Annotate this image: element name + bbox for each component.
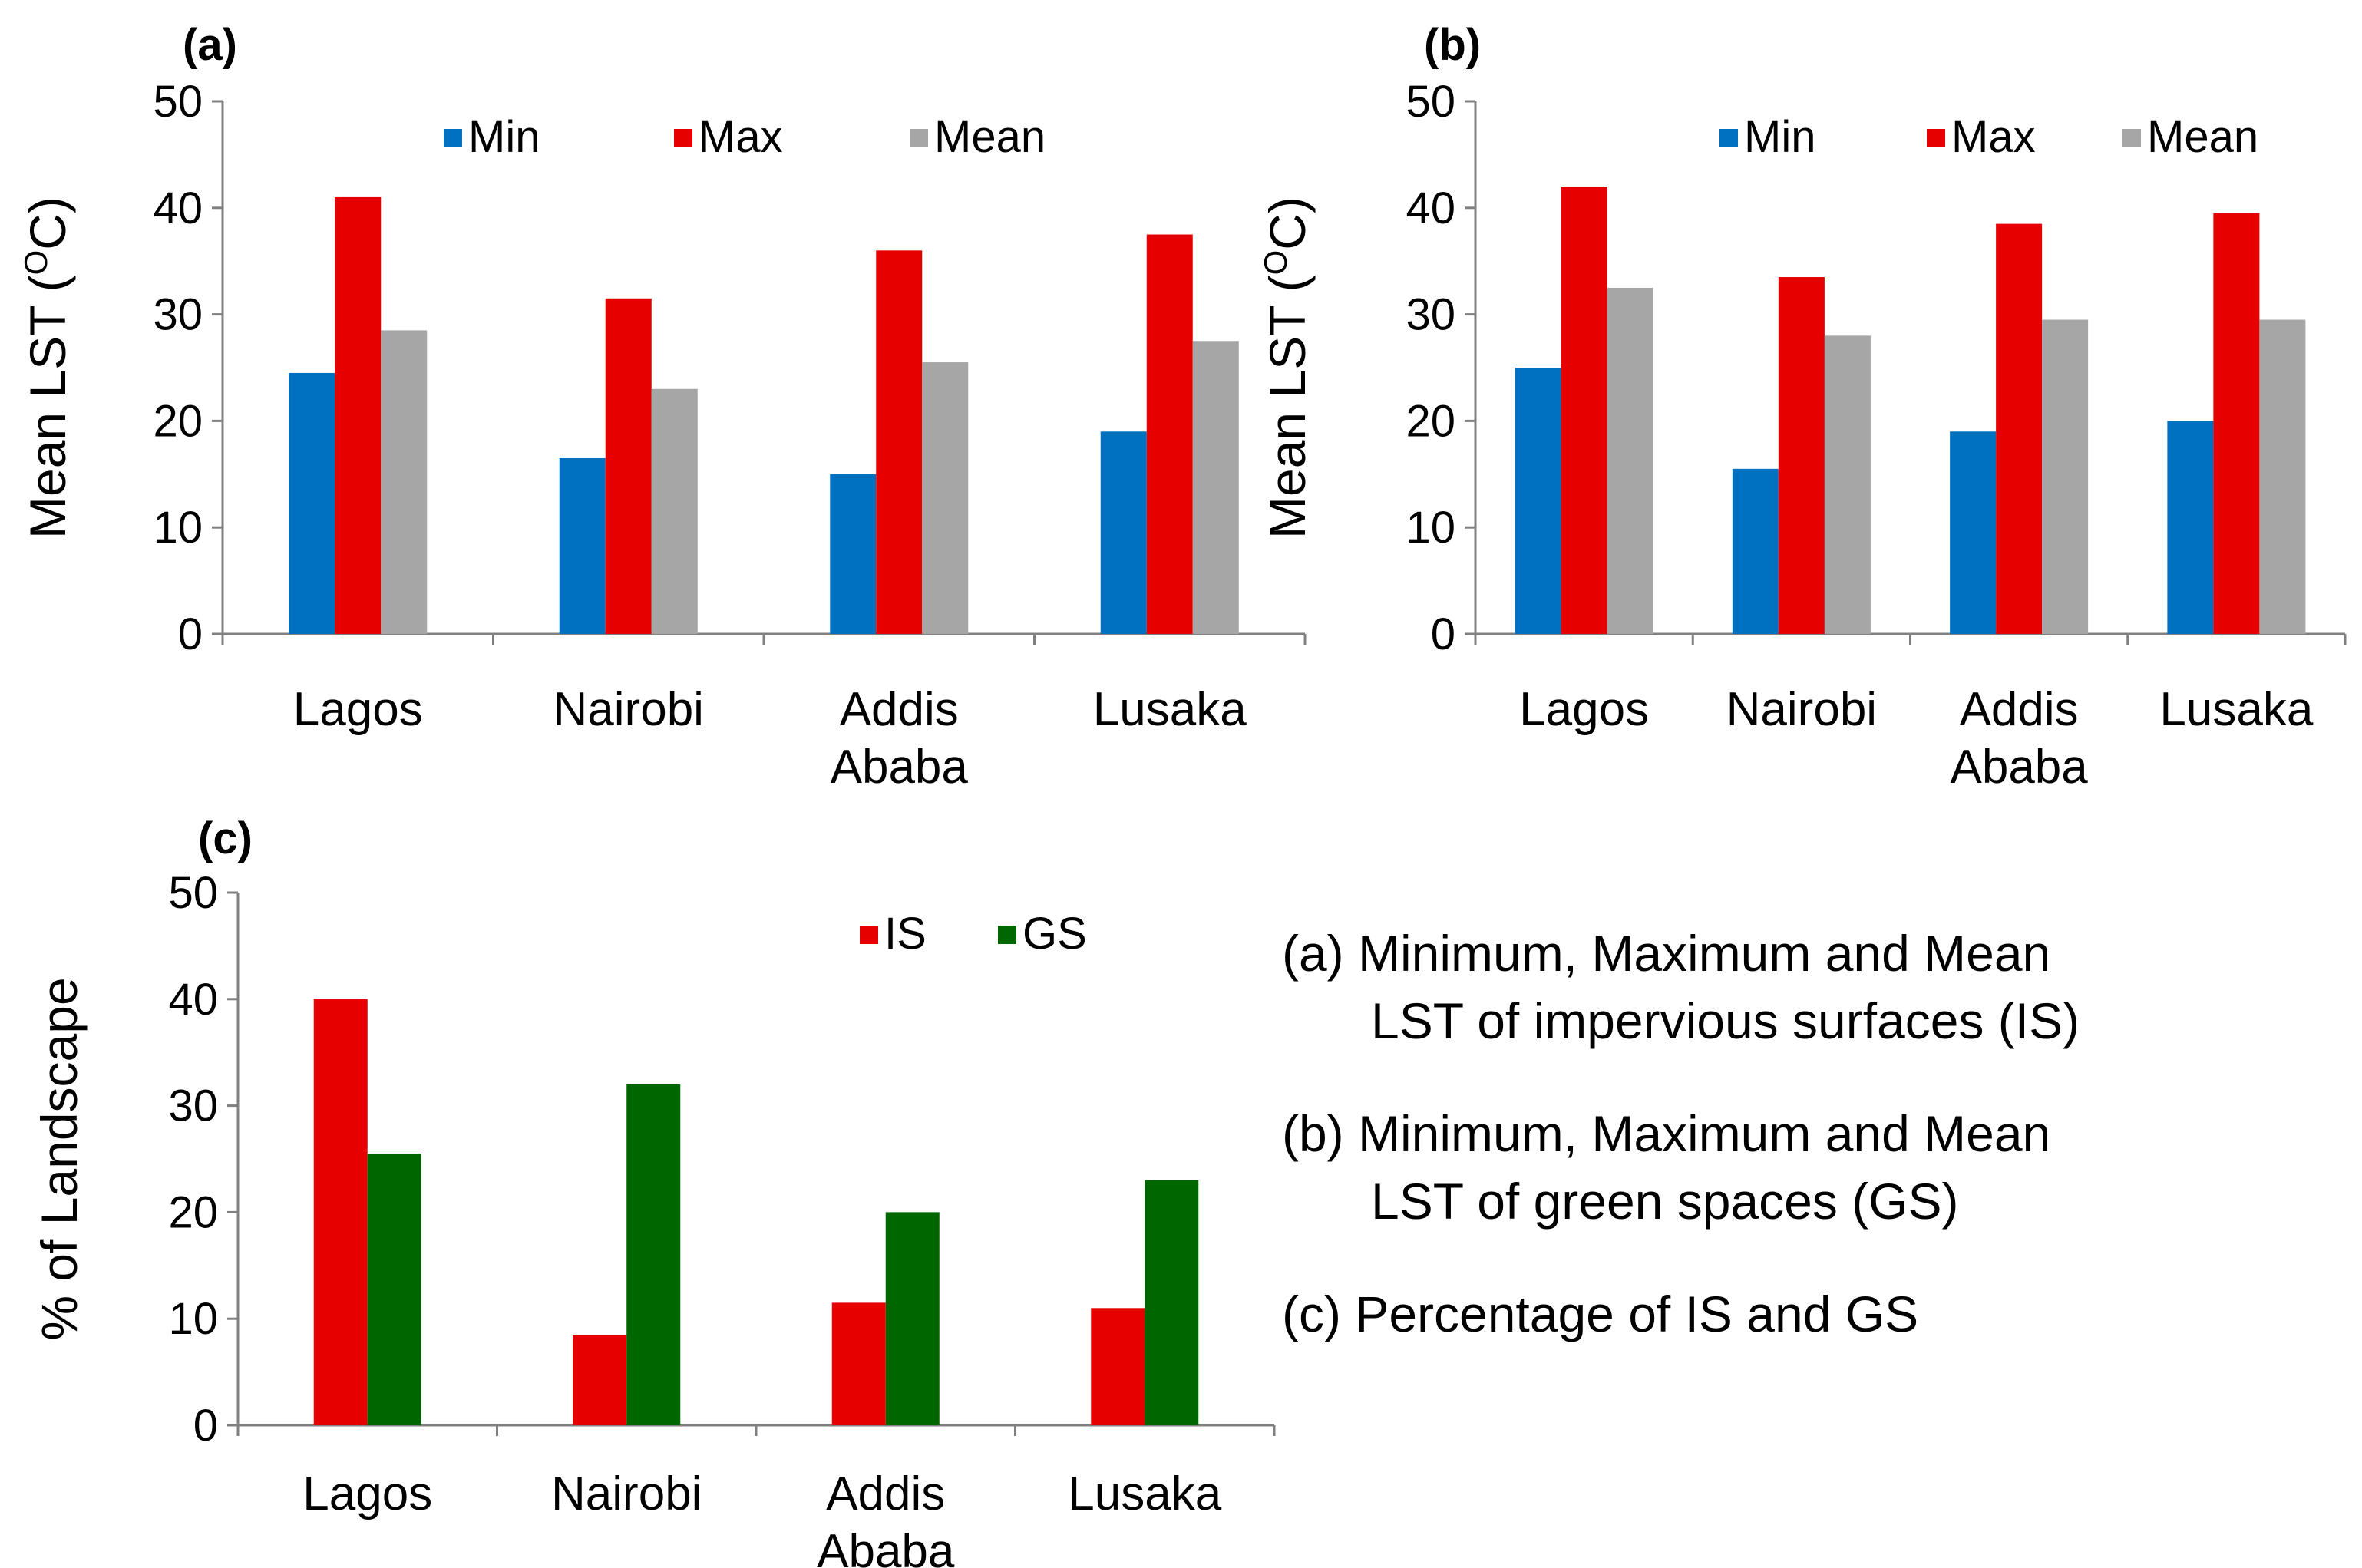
caption-c: (c) Percentage of IS and GS [1282, 1280, 2341, 1348]
chart-a-legend-label-max: Max [699, 112, 783, 162]
chart-a-legend-swatch-max [674, 129, 692, 147]
chart-a-panel-label: (a) [183, 20, 237, 70]
chart-a-category-label: Ababa [831, 741, 969, 794]
chart-b-bar-max [1996, 223, 2043, 634]
caption-b: (b) Minimum, Maximum and Mean LST of gre… [1282, 1100, 2341, 1235]
chart-c-legend-swatch-is [860, 926, 878, 944]
chart-b-bar-min [1515, 368, 1561, 634]
chart-c-bar-gs [885, 1212, 940, 1425]
chart-a-bar-max [335, 196, 382, 634]
chart-b-legend-label-mean: Mean [2147, 112, 2258, 162]
chart-b-y-tick-label: 40 [1406, 183, 1455, 233]
chart-c-y-axis-title: % of Landscape [31, 977, 88, 1340]
chart-a-category-label: Lagos [293, 683, 423, 736]
chart-a-y-tick-label: 30 [153, 290, 203, 340]
chart-a-bar-min [559, 457, 606, 634]
chart-a-y-tick-label: 10 [153, 503, 203, 553]
chart-b-category-label: Ababa [1950, 741, 2088, 794]
chart-b-legend-swatch-max [1927, 129, 1945, 147]
chart-a-bar-min [289, 372, 335, 634]
chart-b-legend-swatch-min [1719, 129, 1738, 147]
chart-c-category-label: Nairobi [551, 1467, 702, 1520]
chart-c-bar-is [573, 1335, 627, 1425]
chart-c-y-tick-label: 50 [168, 868, 218, 918]
chart-c-legend-label-gs: GS [1022, 909, 1087, 959]
chart-b-y-axis-title: Mean LST (OC) [1257, 196, 1316, 539]
chart-a-y-tick-label: 40 [153, 183, 203, 233]
caption-c-line1: (c) Percentage of IS and GS [1282, 1286, 1919, 1342]
chart-c-category-label: Lagos [302, 1467, 432, 1520]
chart-a-bar-max [1146, 234, 1193, 634]
chart-c-y-tick-label: 30 [168, 1081, 218, 1131]
caption-b-line1: (b) Minimum, Maximum and Mean [1282, 1105, 2051, 1162]
chart-a-category-label: Nairobi [553, 683, 704, 736]
chart-a-legend-label-mean: Mean [934, 112, 1046, 162]
caption-a: (a) Minimum, Maximum and Mean LST of imp… [1282, 919, 2341, 1055]
chart-a-bar-mean [1192, 341, 1239, 634]
caption-a-line2: LST of impervious surfaces (IS) [1371, 992, 2080, 1049]
chart-a-legend-swatch-mean [910, 129, 928, 147]
chart-c-bar-gs [626, 1084, 681, 1425]
chart-c-legend-swatch-gs [998, 926, 1016, 944]
chart-b-bar-mean [2259, 319, 2306, 634]
chart-b-bar-min [1732, 468, 1779, 634]
caption-b-line2: LST of green spaces (GS) [1371, 1173, 1959, 1230]
chart-b-bar-max [2213, 213, 2260, 634]
chart-b-y-tick-label: 30 [1406, 290, 1455, 340]
chart-c-y-tick-label: 10 [168, 1294, 218, 1344]
chart-a-bar-mean [922, 362, 969, 634]
chart-c-bar-gs [367, 1154, 421, 1425]
chart-a-bar-min [1100, 431, 1147, 634]
chart-b-bar-mean [2042, 319, 2089, 634]
caption-a-line1: (a) Minimum, Maximum and Mean [1282, 925, 2051, 982]
chart-c-bar-is [1091, 1308, 1145, 1425]
chart-b-bar-mean [1607, 287, 1653, 634]
chart-a-legend-swatch-min [444, 129, 462, 147]
chart-a-bar-max [605, 298, 652, 634]
chart-c-bar-is [313, 999, 368, 1425]
chart-b-y-tick-label: 20 [1406, 396, 1455, 446]
chart-b-category-label: Nairobi [1726, 683, 1877, 736]
chart-a-y-tick-label: 50 [153, 77, 203, 127]
chart-a-y-tick-label: 20 [153, 396, 203, 446]
chart-c-category-label: Ababa [817, 1525, 955, 1568]
chart-b-legend-label-min: Min [1744, 112, 1815, 162]
chart-a-legend-label-min: Min [468, 112, 540, 162]
chart-b-panel-label: (b) [1424, 20, 1481, 70]
chart-a-bar-max [876, 250, 923, 634]
chart-c-category-label: Addis [826, 1467, 945, 1520]
chart-b-y-tick-label: 50 [1406, 77, 1455, 127]
chart-b-legend-label-max: Max [1951, 112, 2036, 162]
chart-b-bar-min [2167, 421, 2214, 634]
chart-c-bar-gs [1145, 1180, 1199, 1425]
chart-c-panel-label: (c) [198, 814, 253, 863]
chart-b-category-label: Addis [1960, 683, 2079, 736]
chart-c-y-tick-label: 40 [168, 975, 218, 1025]
chart-b-category-label: Lagos [1519, 683, 1649, 736]
chart-a-bar-mean [381, 330, 428, 634]
chart-b-bar-max [1561, 187, 1607, 635]
chart-a-bar-min [830, 474, 877, 634]
chart-a-y-axis-title: Mean LST (OC) [18, 196, 76, 539]
chart-b-bar-min [1950, 431, 1997, 634]
chart-c-y-tick-label: 20 [168, 1187, 218, 1237]
chart-c-legend-label-is: IS [884, 909, 927, 959]
chart-b-bar-mean [1824, 335, 1871, 634]
chart-b-category-label: Lusaka [2159, 683, 2313, 736]
chart-b-legend-swatch-mean [2122, 129, 2141, 147]
chart-c-bar-is [831, 1302, 886, 1425]
chart-c-category-label: Lusaka [1068, 1467, 1221, 1520]
chart-a-category-label: Lusaka [1093, 683, 1247, 736]
chart-a-y-tick-label: 0 [178, 609, 203, 659]
chart-c-y-tick-label: 0 [193, 1401, 218, 1451]
chart-b-y-tick-label: 0 [1431, 609, 1455, 659]
chart-a-bar-mean [651, 388, 698, 634]
chart-b-y-tick-label: 10 [1406, 503, 1455, 553]
chart-b-bar-max [1778, 277, 1825, 634]
chart-a-category-label: Addis [840, 683, 959, 736]
